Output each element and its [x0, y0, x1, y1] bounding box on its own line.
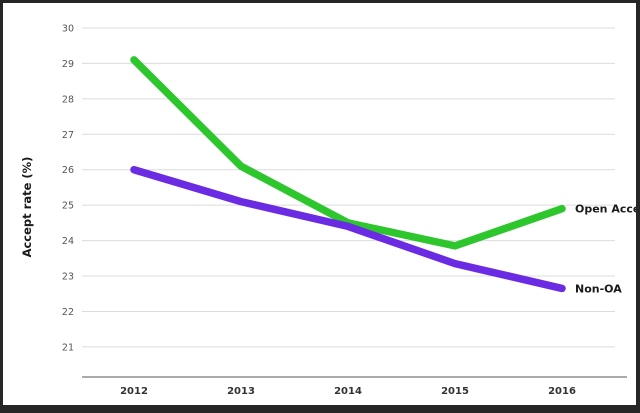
y-axis-title: Accept rate (%) — [20, 156, 34, 258]
y-tick-label: 27 — [62, 130, 74, 141]
y-tick-label: 24 — [62, 236, 74, 247]
y-tick-label: 28 — [62, 94, 74, 105]
y-tick-label: 22 — [62, 307, 74, 318]
y-tick-label: 25 — [62, 201, 74, 212]
y-tick-label: 23 — [62, 272, 74, 283]
series-end-label-non-oa: Non-OA — [575, 282, 622, 295]
y-tick-label: 26 — [62, 165, 74, 176]
series-line-non-oa — [130, 165, 566, 293]
y-tick-label: 30 — [62, 24, 74, 35]
series-line-open-access — [130, 56, 566, 250]
y-tick-label: 21 — [62, 342, 74, 353]
series-end-label-open-access: Open Access — [575, 203, 640, 216]
x-tick-label: 2016 — [548, 386, 576, 397]
x-tick-label: 2014 — [334, 386, 362, 397]
x-tick-label: 2013 — [227, 386, 255, 397]
y-tick-label: 29 — [62, 59, 74, 70]
x-tick-label: 2012 — [120, 386, 148, 397]
x-tick-label: 2015 — [441, 386, 469, 397]
